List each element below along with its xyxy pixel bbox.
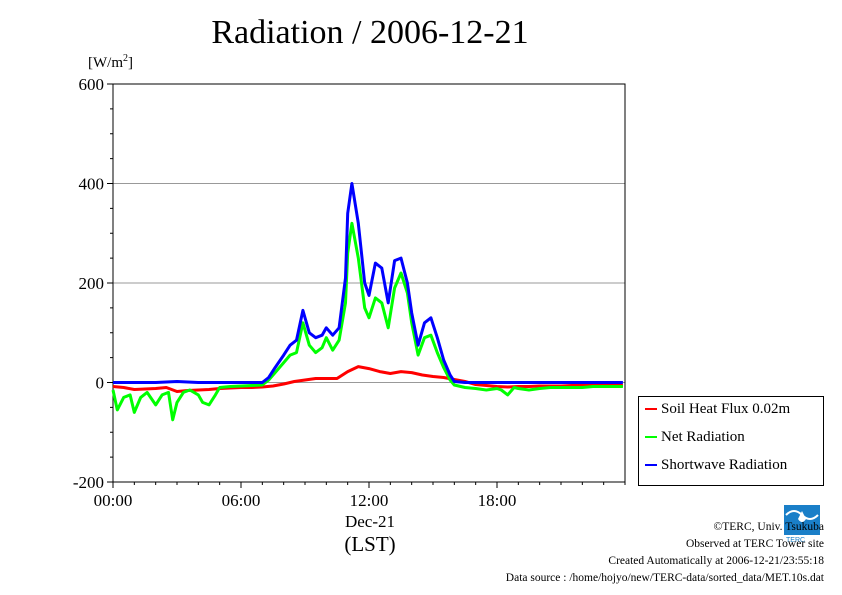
series-line-net-radiation [111, 221, 623, 422]
chart-title: Radiation / 2006-12-21 [211, 14, 529, 51]
legend-label-shortwave: Shortwave Radiation [661, 457, 788, 473]
credits-block: ©TERC, Univ. Tsukuba Observed at TERC To… [506, 519, 824, 587]
x-tick-label: 06:00 [222, 491, 261, 510]
legend-label-net: Net Radiation [661, 429, 745, 445]
legend-label-soil: Soil Heat Flux 0.02m [661, 401, 791, 417]
x-axis-date-label: Dec-21 [344, 512, 396, 531]
series-line-shortwave-radiation [113, 182, 623, 384]
legend-swatch-shortwave [645, 463, 657, 466]
credit-line-copyright: ©TERC, Univ. Tsukuba [713, 521, 824, 533]
unit-text: [W/m [88, 55, 123, 71]
legend-swatch-soil [645, 407, 657, 410]
unit-close: ] [128, 55, 133, 71]
x-tick-label: 00:00 [94, 491, 133, 510]
logo-text: TERC [786, 537, 806, 544]
chart-legend: Soil Heat Flux 0.02m Net Radiation Short… [638, 396, 824, 486]
y-tick-label: 400 [79, 175, 105, 194]
x-axis-label: (LST) [344, 532, 396, 556]
y-tick-label: -200 [73, 473, 104, 492]
terc-logo-icon [784, 505, 820, 535]
credit-line-source: Data source : /home/hojyo/new/TERC-data/… [505, 572, 824, 584]
legend-swatch-net [645, 435, 657, 438]
y-tick-label: 600 [79, 75, 105, 94]
legend-item-net-radiation: Net Radiation [645, 429, 745, 449]
legend-item-soil-heat-flux: Soil Heat Flux 0.02m [645, 401, 790, 421]
credit-line-created: Created Automatically at 2006-12-21/23:5… [608, 555, 824, 567]
y-tick-label: 200 [79, 274, 105, 293]
x-tick-label: 12:00 [350, 491, 389, 510]
legend-item-shortwave-radiation: Shortwave Radiation [645, 457, 787, 477]
y-tick-label: 0 [96, 374, 105, 393]
unit-superscript: 2 [123, 53, 128, 64]
x-tick-label: 18:00 [478, 491, 517, 510]
y-axis-unit-label: [W/m2] [88, 53, 133, 72]
series-line-soil-heat-flux [112, 365, 623, 393]
credit-line-observed: Observed at TERC Tower site [685, 538, 824, 550]
